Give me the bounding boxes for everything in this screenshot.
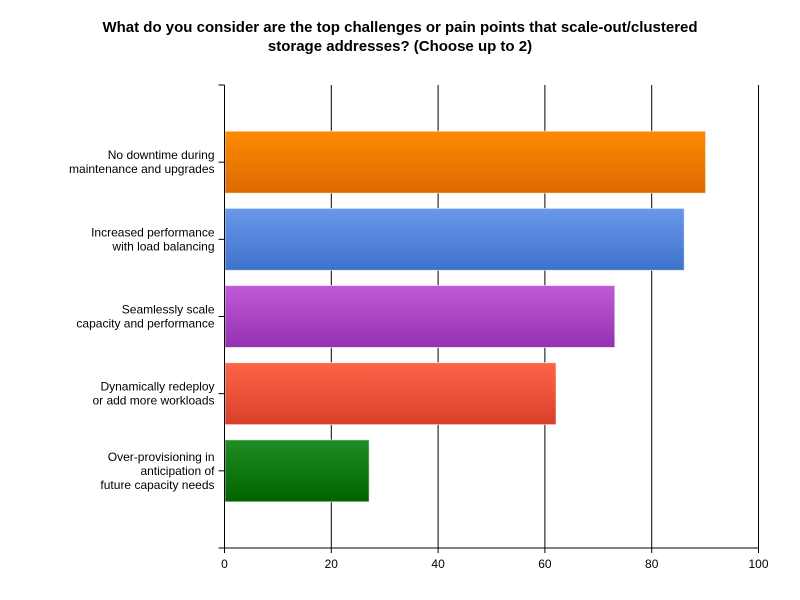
chart-title: What do you consider are the top challen… [0, 18, 800, 56]
category-label: maintenance and upgrades [69, 162, 214, 176]
category-label: Dynamically redeploy [100, 380, 214, 394]
bar [224, 207, 685, 271]
x-tick-label: 80 [645, 557, 659, 571]
category-label: with load balancing [111, 239, 214, 253]
x-tick-label: 40 [431, 557, 445, 571]
x-tick-label: 0 [221, 557, 228, 571]
bar [224, 130, 707, 194]
category-label: Over-provisioning in [108, 450, 215, 464]
category-label: Seamlessly scale [122, 303, 215, 317]
chart-title-line-2: storage addresses? (Choose up to 2) [267, 38, 533, 55]
category-label: No downtime during [108, 148, 215, 162]
bar [224, 285, 616, 348]
chart-title-line-1: What do you consider are the top challen… [102, 19, 698, 36]
x-tick-label: 20 [325, 557, 339, 571]
x-tick-label: 60 [538, 557, 552, 571]
x-tick-label: 100 [748, 557, 768, 571]
category-label: anticipation of [140, 464, 215, 478]
category-label: or add more workloads [92, 394, 214, 408]
category-label: future capacity needs [100, 478, 214, 492]
bar [224, 362, 557, 426]
category-label: Increased performance [91, 225, 215, 239]
bar [224, 439, 370, 503]
category-label: capacity and performance [76, 317, 214, 331]
